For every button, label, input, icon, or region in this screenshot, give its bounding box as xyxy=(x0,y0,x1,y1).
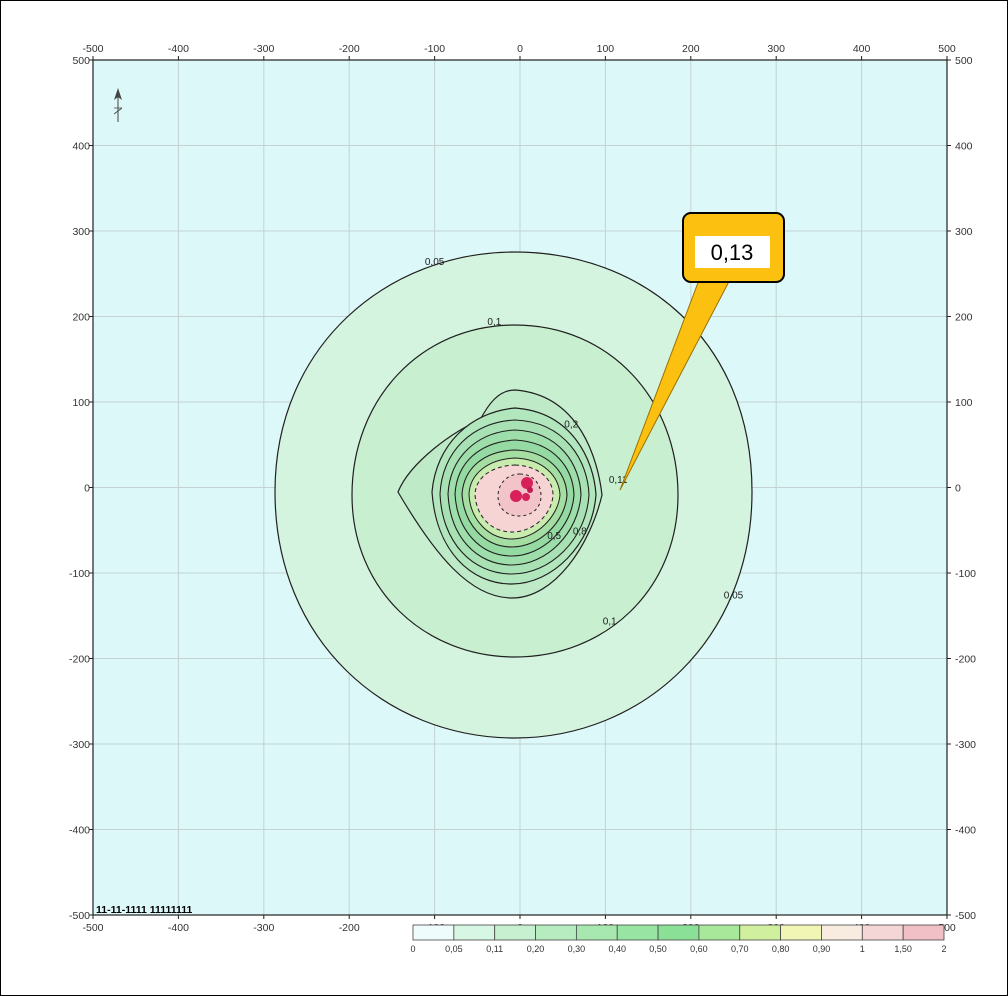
y-tick-label-left: 400 xyxy=(72,141,90,153)
x-tick-label-top: -500 xyxy=(82,43,103,55)
contour-labels: 0,05 0,1 0,1 0,05 0,2 0,11 0,5 0,8 xyxy=(425,257,744,627)
contour-label: 0,1 xyxy=(603,616,617,627)
y-tick-label-right: -400 xyxy=(955,825,976,837)
contour-label: 0,5 xyxy=(547,531,561,542)
x-tick-label-bottom: -400 xyxy=(168,922,189,934)
y-tick-label-left: -200 xyxy=(69,654,90,666)
source-point xyxy=(510,490,522,502)
legend-label: 0,40 xyxy=(608,944,626,954)
legend-swatch xyxy=(780,924,822,941)
y-tick-label-left: -400 xyxy=(69,825,90,837)
x-tick-label-top: 200 xyxy=(682,43,700,55)
x-tick-label-top: 300 xyxy=(767,43,785,55)
legend-label: 0,20 xyxy=(527,944,545,954)
source-point xyxy=(521,477,533,489)
legend-swatch xyxy=(902,924,945,941)
callout-value: 0,13 xyxy=(711,240,754,265)
y-tick-label-right: 100 xyxy=(955,397,973,409)
callout-label-bg xyxy=(695,236,770,268)
x-tick-label-top: -200 xyxy=(339,43,360,55)
x-tick-label-top: -100 xyxy=(424,43,445,55)
legend-label: 0,11 xyxy=(486,944,503,954)
x-tick-label-top: -400 xyxy=(168,43,189,55)
y-tick-label-left: -100 xyxy=(69,568,90,580)
y-tick-label-right: -100 xyxy=(955,568,976,580)
y-tick-label-left: -300 xyxy=(69,739,90,751)
y-tick-label-left: 100 xyxy=(72,397,90,409)
y-tick-label-right: 200 xyxy=(955,312,973,324)
y-tick-label-left: -500 xyxy=(69,910,90,922)
legend-label: 1,50 xyxy=(894,944,912,954)
legend-swatch xyxy=(821,924,863,941)
legend-label: 0,05 xyxy=(445,944,463,954)
contour-label: 0,8 xyxy=(573,527,587,538)
north-arrow-icon xyxy=(113,88,123,122)
x-tick-label-top: -300 xyxy=(253,43,274,55)
x-tick-label-top: 400 xyxy=(853,43,871,55)
legend-label: 2 xyxy=(941,944,946,954)
legend-swatch xyxy=(535,924,577,941)
contour-label: 0,1 xyxy=(487,317,501,328)
legend-swatch xyxy=(657,924,700,941)
y-tick-label-right: -500 xyxy=(955,910,976,922)
legend-swatch xyxy=(575,924,618,941)
legend-label: 0,90 xyxy=(813,944,831,954)
x-tick-label-top: 500 xyxy=(938,43,956,55)
y-tick-label-left: 500 xyxy=(72,55,90,67)
y-tick-label-right: 300 xyxy=(955,226,973,238)
source-point xyxy=(522,493,530,501)
legend-label: 0 xyxy=(410,944,415,954)
legend-swatch xyxy=(412,924,455,941)
y-tick-label-left: 200 xyxy=(72,312,90,324)
legend-swatch xyxy=(739,924,782,941)
contour-label: 0,05 xyxy=(425,257,445,268)
y-tick-label-left: 300 xyxy=(72,226,90,238)
y-tick-label-right: 500 xyxy=(955,55,973,67)
y-tick-label-right: 400 xyxy=(955,141,973,153)
y-tick-label-right: -300 xyxy=(955,739,976,751)
x-tick-label-bottom: -500 xyxy=(82,922,103,934)
contour-label: 0,11 xyxy=(609,475,628,486)
legend-label: 0,70 xyxy=(731,944,749,954)
x-tick-label-top: 100 xyxy=(597,43,615,55)
legend-swatch xyxy=(453,924,496,941)
legend-swatch xyxy=(698,924,741,941)
legend-swatch xyxy=(616,924,659,941)
legend-label: 0,80 xyxy=(772,944,790,954)
emission-sources xyxy=(510,477,533,502)
legend-label: 1 xyxy=(860,944,865,954)
stamp-text: 11-11-1111 11111111 xyxy=(96,904,193,916)
callout: 0,13 xyxy=(619,212,785,491)
contour-label: 0,05 xyxy=(724,591,744,602)
legend: 0 0,05 0,11 0,20 0,30 0,40 0,50 0,60 0,70 0,80 0,9… xyxy=(410,924,947,954)
contour-label: 0,2 xyxy=(564,420,578,431)
x-tick-label-bottom: -200 xyxy=(339,922,360,934)
y-tick-label-right: -200 xyxy=(955,654,976,666)
x-tick-label-bottom: -300 xyxy=(253,922,274,934)
y-tick-label-left: 0 xyxy=(84,483,90,495)
legend-label: 0,60 xyxy=(690,944,708,954)
legend-label: 0,50 xyxy=(649,944,667,954)
y-tick-label-right: 0 xyxy=(955,483,961,495)
x-tick-label-top: 0 xyxy=(517,43,523,55)
legend-swatch xyxy=(494,924,536,941)
source-point xyxy=(527,487,533,493)
legend-label: 0,30 xyxy=(568,944,586,954)
legend-swatch xyxy=(861,924,904,941)
